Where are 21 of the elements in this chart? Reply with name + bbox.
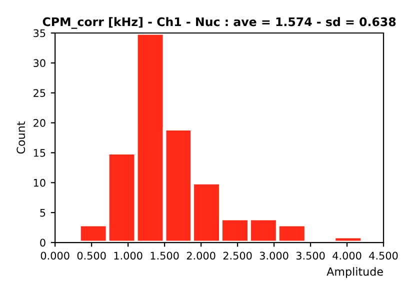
x-tick-label: 2.000 [186,252,216,260]
x-axis-title: Amplitude [326,267,383,278]
x-tick-label: 3.500 [296,252,325,260]
y-axis-title: Count [16,122,26,154]
y-tick-label: 5 [40,208,46,217]
y-tick-label: 15 [34,149,46,157]
x-tick-label: 0.000 [40,252,70,260]
y-tick-label: 30 [34,59,46,68]
y-tick-label: 10 [34,178,46,187]
x-tick-label: 4.000 [332,252,362,260]
y-tick-label: 20 [34,119,46,127]
x-tick-label: 2.500 [223,252,252,260]
x-tick-label: 3.000 [260,252,288,260]
y-tick-label: 25 [34,89,46,97]
y-tick-label: 35 [34,29,46,38]
x-tick-label: 1.000 [114,252,142,260]
x-tick-label: 1.500 [150,252,179,260]
chart-title: CPM_corr [kHz] - Ch1 - Nuc : ave = 1.574 - sd = 0.638 [42,17,396,29]
x-tick-label: 4.500 [369,252,398,260]
y-tick-label: 0 [40,238,46,247]
x-tick-label: 0.500 [77,252,106,260]
